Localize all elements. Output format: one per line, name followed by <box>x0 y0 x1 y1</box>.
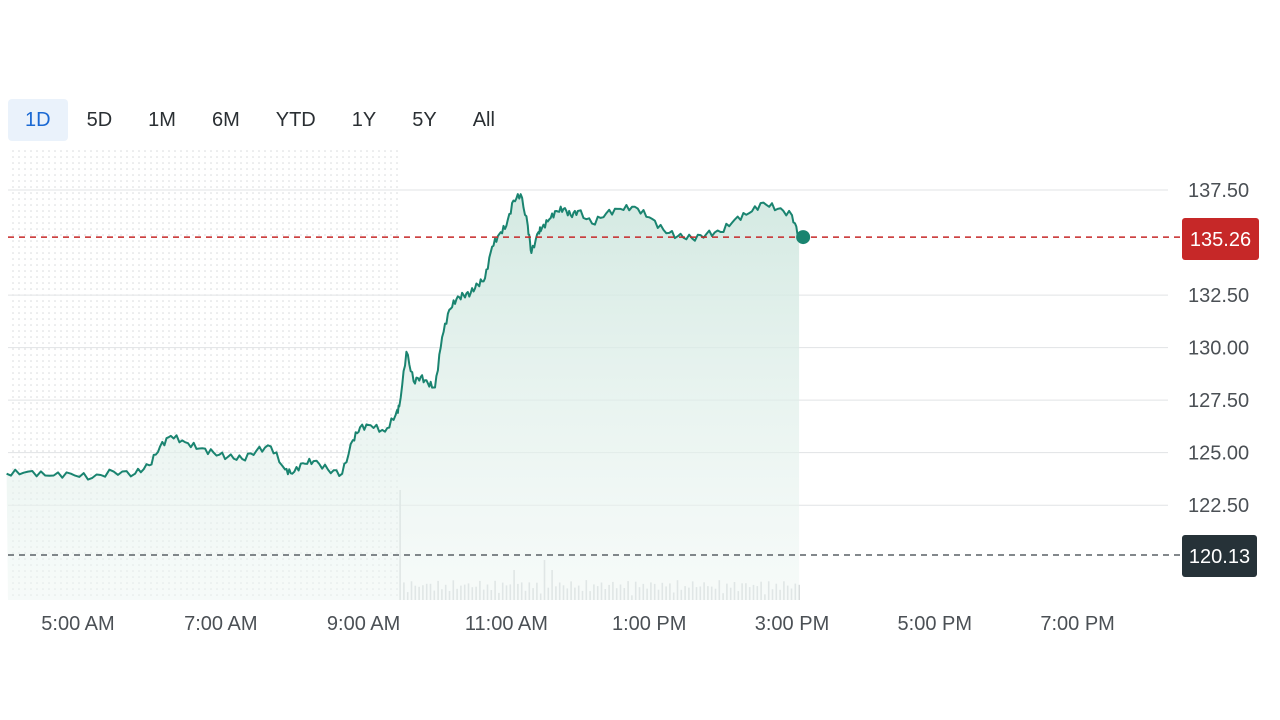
y-tick-label: 130.00 <box>1188 338 1249 360</box>
range-tab-5d[interactable]: 5D <box>86 109 113 131</box>
range-tab-1y[interactable]: 1Y <box>351 109 377 131</box>
y-axis-labels: 137.50 132.50 130.00 127.50 125.00 122.50 <box>1188 180 1249 517</box>
last-price-dot <box>796 230 811 245</box>
y-tick-label: 132.50 <box>1188 285 1249 307</box>
x-tick-label: 7:00 PM <box>1040 613 1114 635</box>
range-tab-1d[interactable]: 1D <box>8 99 68 141</box>
range-tab-6m[interactable]: 6M <box>211 109 240 131</box>
y-tick-label: 137.50 <box>1188 180 1249 202</box>
y-tick-label: 125.00 <box>1188 443 1249 465</box>
range-tab-1m[interactable]: 1M <box>148 109 176 131</box>
range-tab-ytd[interactable]: YTD <box>275 109 316 131</box>
x-tick-label: 7:00 AM <box>184 613 257 635</box>
x-tick-label: 9:00 AM <box>327 613 400 635</box>
range-tabs: 1D 5D 1M 6M YTD 1Y 5Y All <box>8 98 514 142</box>
x-tick-label: 3:00 PM <box>755 613 829 635</box>
price-line <box>6 193 800 481</box>
range-tab-all[interactable]: All <box>472 109 495 131</box>
x-tick-label: 1:00 PM <box>612 613 686 635</box>
current-price-label: 135.26 <box>1190 229 1251 251</box>
x-tick-label: 5:00 AM <box>41 613 114 635</box>
previous-close-badge: 120.13 <box>1182 535 1257 577</box>
x-tick-label: 11:00 AM <box>465 613 548 635</box>
price-area <box>6 194 800 600</box>
x-tick-label: 5:00 PM <box>898 613 972 635</box>
y-tick-label: 127.50 <box>1188 390 1249 412</box>
y-tick-label: 122.50 <box>1188 495 1249 517</box>
x-axis-labels: 5:00 AM 7:00 AM 9:00 AM 11:00 AM 1:00 PM 3:00… <box>41 613 1115 635</box>
previous-close-label: 120.13 <box>1189 546 1250 568</box>
range-tab-5y[interactable]: 5Y <box>412 109 437 131</box>
current-price-badge: 135.26 <box>1182 218 1259 260</box>
